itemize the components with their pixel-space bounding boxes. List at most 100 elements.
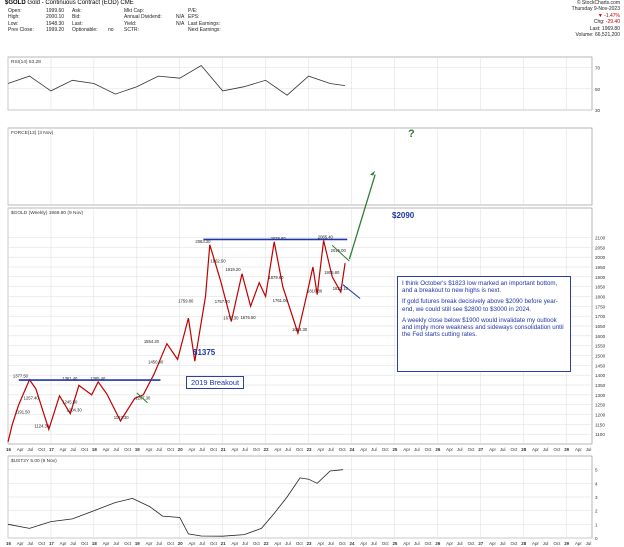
y-tick-label: 1250: [595, 403, 606, 408]
breakout-callout: 2019 Breakout: [186, 376, 245, 389]
data-label: 1245.50: [62, 400, 78, 405]
commentary-pointer: [342, 284, 361, 299]
x-tick-label: Jul: [543, 447, 549, 452]
x-tick-label: 20: [178, 447, 183, 452]
y-tick-label: 1200: [595, 413, 606, 418]
x-tick-label: Jul: [586, 447, 592, 452]
level-1375-label: $1375: [193, 348, 216, 357]
y-tick-label: 70: [595, 66, 601, 71]
x-tick-label: 23: [307, 447, 312, 452]
x-tick-label-bottom: 22: [264, 541, 269, 546]
x-tick-label-bottom: Oct: [81, 541, 89, 546]
question-mark: ?: [408, 128, 415, 140]
y-tick-label: 1800: [595, 295, 606, 300]
x-tick-label: 28: [521, 447, 526, 452]
data-label: 1673.30: [223, 315, 239, 320]
x-tick-label: Oct: [124, 447, 132, 452]
y-tick-label: 1700: [595, 314, 606, 319]
y-tick-label: 2050: [595, 245, 606, 250]
x-tick-label-bottom: Oct: [296, 541, 304, 546]
x-tick-label-bottom: Jul: [457, 541, 463, 546]
x-tick-label: Apr: [274, 447, 281, 452]
x-tick-label: 29: [564, 447, 569, 452]
x-tick-label: Jul: [371, 447, 377, 452]
y-tick-label: 1150: [595, 422, 605, 427]
data-label: 1879.60: [268, 275, 284, 280]
data-label: 2085.40: [318, 234, 334, 239]
data-label: 1905.80: [324, 270, 340, 275]
data-label: 1365.40: [90, 376, 106, 381]
x-tick-label-bottom: Oct: [210, 541, 218, 546]
y-tick-label: 1400: [595, 373, 606, 378]
col2-value: no: [108, 27, 114, 34]
data-label: 1377.50: [13, 374, 29, 379]
y-tick-label: 30: [595, 108, 601, 113]
data-label: 1204.30: [67, 408, 83, 413]
x-tick-label: 26: [435, 447, 440, 452]
x-tick-label-bottom: Jul: [285, 541, 291, 546]
x-tick-label: 25: [392, 447, 397, 452]
x-tick-label-bottom: 23: [307, 541, 312, 546]
x-tick-label-bottom: Jul: [70, 541, 76, 546]
x-tick-label: 17: [49, 447, 54, 452]
x-tick-label: 21: [221, 447, 226, 452]
projection-arrow-head: [370, 170, 376, 176]
x-tick-label-bottom: 28: [521, 541, 526, 546]
x-tick-label: Jul: [70, 447, 76, 452]
x-tick-label-bottom: 17: [49, 541, 54, 546]
exchange: CME: [120, 0, 134, 6]
x-tick-label-bottom: Jul: [199, 541, 205, 546]
x-tick-label-bottom: 19: [135, 541, 140, 546]
col3-label: Mkt Cap:: [124, 8, 145, 14]
x-tick-label-bottom: Oct: [167, 541, 175, 546]
x-tick-label: Oct: [210, 447, 218, 452]
col4-label: Last Earnings:: [188, 20, 220, 27]
x-tick-label-bottom: Apr: [360, 541, 367, 546]
col1-value: 1948.30: [46, 20, 65, 27]
y-tick-label: 1450: [595, 363, 606, 368]
y-tick-label: 1550: [595, 344, 606, 349]
x-tick-label-bottom: 29: [564, 541, 569, 546]
x-tick-label-bottom: Apr: [403, 541, 410, 546]
x-tick-label-bottom: 21: [221, 541, 226, 546]
x-tick-label-bottom: 25: [392, 541, 397, 546]
x-tick-label: Oct: [38, 447, 46, 452]
col1-value: 1999.60: [46, 8, 65, 14]
volume: Volume: 66,521,200: [575, 32, 621, 39]
x-tick-label: Oct: [511, 447, 519, 452]
data-label: 1167.30: [114, 415, 129, 420]
col1-label: Open:: [8, 8, 22, 14]
col2-label: Optionable:: [72, 27, 98, 34]
panel-title: $GOLD (Weekly) 1969.80 (9 Nov): [11, 210, 84, 216]
y-tick-label: 1500: [595, 354, 606, 359]
y-tick-label: 3: [595, 495, 598, 500]
x-tick-label-bottom: 20: [178, 541, 183, 546]
data-label: 2063.20: [195, 239, 211, 244]
col4-label: EPS:: [188, 14, 200, 21]
x-tick-label-bottom: Jul: [27, 541, 33, 546]
x-tick-label-bottom: Apr: [17, 541, 24, 546]
commentary-para-1: I think October's $1823 low marked an im…: [402, 280, 558, 295]
series-line-RSI(14): [7, 64, 346, 96]
x-tick-label: Apr: [317, 447, 324, 452]
data-label: 1257.40: [24, 396, 40, 401]
data-label: 1759.80: [178, 299, 194, 304]
y-tick-label: 1300: [595, 393, 606, 398]
y-tick-label: 1850: [595, 285, 606, 290]
x-tick-label: Apr: [17, 447, 24, 452]
x-tick-label: Jul: [457, 447, 463, 452]
x-tick-label: Jul: [242, 447, 248, 452]
data-label: 1757.30: [215, 299, 231, 304]
x-tick-label: Apr: [231, 447, 238, 452]
x-tick-label-bottom: Apr: [60, 541, 67, 546]
y-tick-label: 0: [595, 536, 598, 541]
x-tick-label-bottom: Apr: [189, 541, 196, 546]
x-tick-label-bottom: 24: [350, 541, 355, 546]
x-tick-label: Jul: [199, 447, 205, 452]
x-tick-label: Apr: [146, 447, 153, 452]
data-label: 1267.30: [135, 395, 151, 400]
y-tick-label: 2: [595, 509, 598, 514]
x-tick-label-bottom: 16: [6, 541, 11, 546]
col4-label: Next Earnings:: [188, 27, 221, 34]
